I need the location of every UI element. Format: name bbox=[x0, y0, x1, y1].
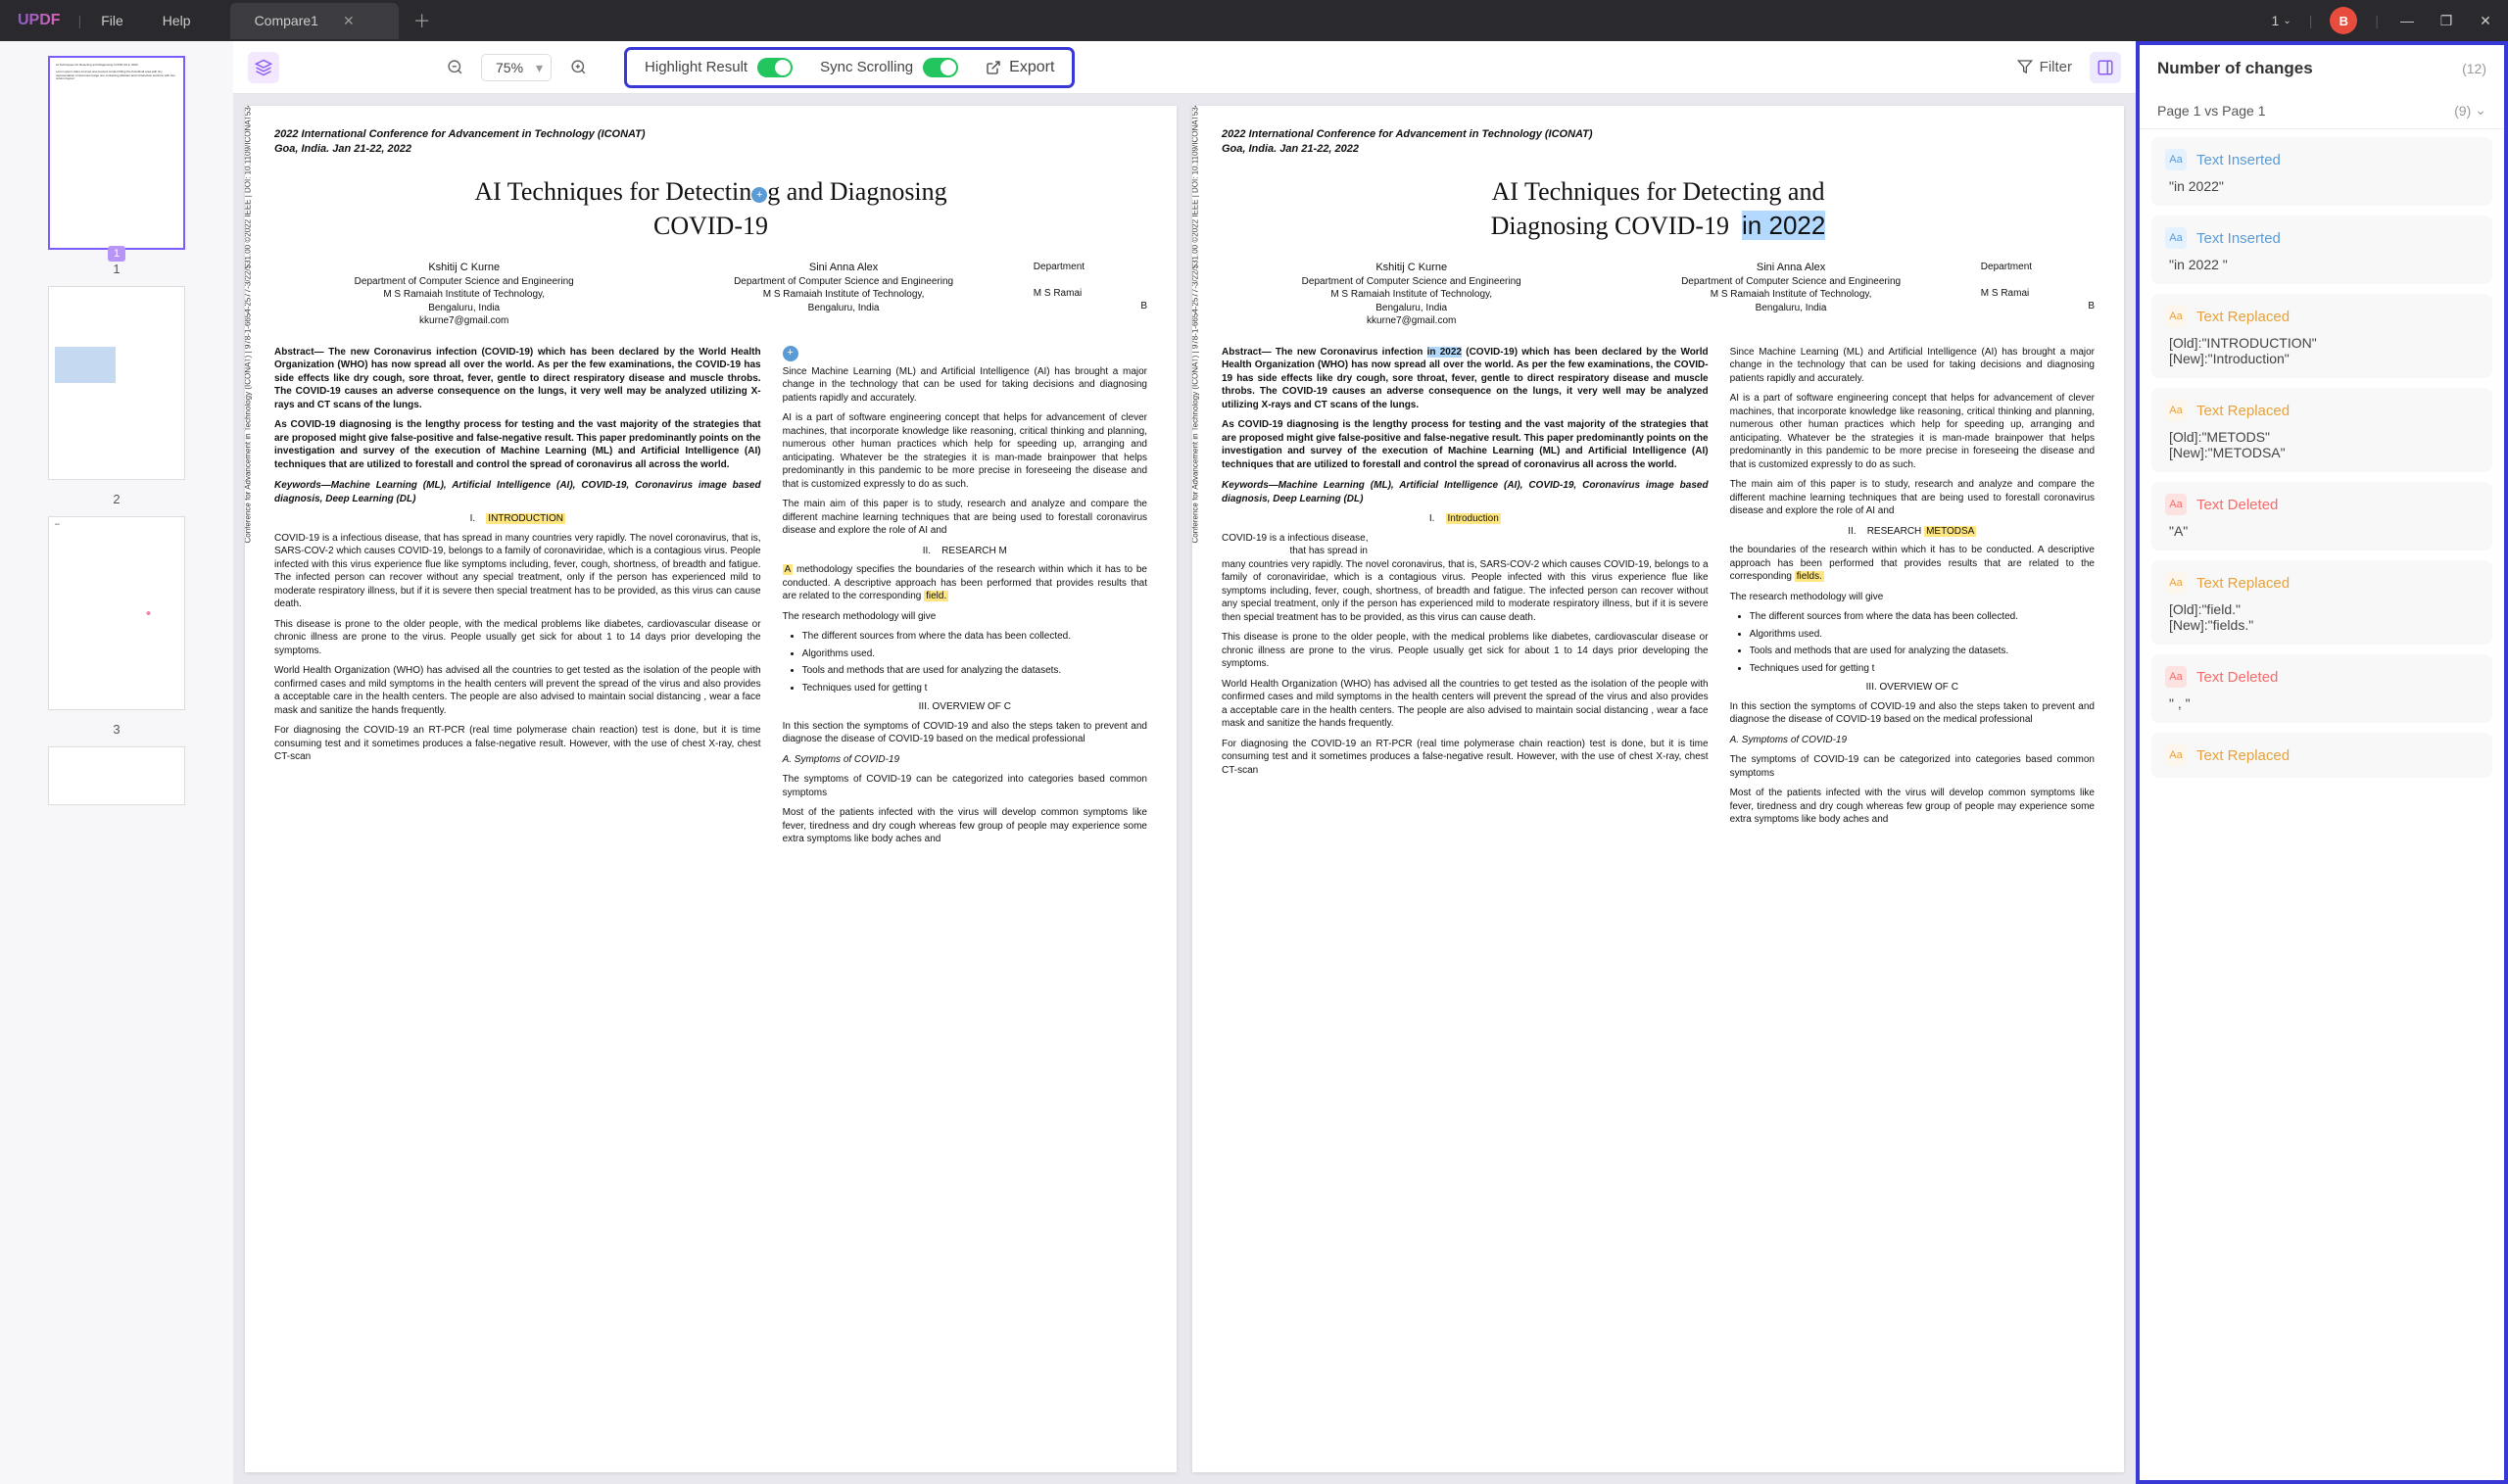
workspace: AI Techniques for Detecting and Diagnosi… bbox=[0, 41, 2508, 1484]
inserted-icon: Aa bbox=[2165, 227, 2187, 249]
toolbar: 75% Highlight Result Sync Scrolling Expo… bbox=[233, 41, 2136, 94]
zoom-in-icon[interactable] bbox=[563, 53, 593, 82]
tab-label: Compare1 bbox=[255, 13, 318, 28]
logo: UPDF bbox=[0, 12, 78, 29]
inserted-icon: Aa bbox=[2165, 149, 2187, 170]
maximize-icon[interactable]: ❐ bbox=[2436, 13, 2457, 29]
zoom-out-icon[interactable] bbox=[440, 53, 469, 82]
replaced-icon: Aa bbox=[2165, 400, 2187, 421]
conf-header: 2022 International Conference for Advanc… bbox=[274, 127, 1147, 157]
toolbar-right: Filter bbox=[2017, 52, 2121, 83]
authors: Kshitij C KurneDepartment of Computer Sc… bbox=[274, 261, 1147, 328]
doc-title: AI Techniques for Detecting andDiagnosin… bbox=[1222, 174, 2095, 243]
change-item[interactable]: AaText Replaced [Old]:"field."[New]:"fie… bbox=[2151, 560, 2492, 645]
thumbnail-4[interactable] bbox=[48, 746, 185, 805]
minimize-icon[interactable]: — bbox=[2396, 13, 2418, 28]
change-item[interactable]: AaText Inserted "in 2022 " bbox=[2151, 215, 2492, 284]
change-list[interactable]: AaText Inserted "in 2022" AaText Inserte… bbox=[2140, 129, 2504, 1480]
menu-help[interactable]: Help bbox=[143, 13, 211, 28]
replaced-icon: Aa bbox=[2165, 306, 2187, 327]
chevron-down-icon: ⌄ bbox=[2475, 102, 2486, 119]
highlight-box: Highlight Result Sync Scrolling Export bbox=[624, 47, 1075, 88]
thumbnails-panel: AI Techniques for Detecting and Diagnosi… bbox=[0, 41, 233, 1484]
replaced-icon: Aa bbox=[2165, 572, 2187, 594]
replaced-icon: Aa bbox=[2165, 744, 2187, 766]
thumb-num: 1 bbox=[113, 262, 120, 276]
tab-close-icon[interactable]: ✕ bbox=[343, 13, 355, 29]
change-item[interactable]: AaText Replaced [Old]:"METODS"[New]:"MET… bbox=[2151, 388, 2492, 472]
close-icon[interactable]: ✕ bbox=[2475, 13, 2496, 29]
titlebar-right: 1 ⌄ | B | — ❐ ✕ bbox=[2272, 7, 2508, 34]
changes-panel: Number of changes (12) Page 1 vs Page 1 … bbox=[2136, 41, 2508, 1484]
deleted-icon: Aa bbox=[2165, 666, 2187, 688]
change-item[interactable]: AaText Inserted "in 2022" bbox=[2151, 137, 2492, 206]
doc-left[interactable]: Conference for Advancement in Technology… bbox=[245, 106, 1177, 1472]
panel-toggle-icon[interactable] bbox=[2090, 52, 2121, 83]
change-item[interactable]: AaText Deleted " , " bbox=[2151, 654, 2492, 723]
change-item[interactable]: AaText Replaced [Old]:"INTRODUCTION"[New… bbox=[2151, 294, 2492, 378]
zoom-select[interactable]: 75% bbox=[481, 54, 552, 81]
change-item[interactable]: AaText Deleted "A" bbox=[2151, 482, 2492, 551]
thumb-badge: 1 bbox=[108, 246, 125, 262]
page-compare-row[interactable]: Page 1 vs Page 1 (9) ⌄ bbox=[2140, 92, 2504, 129]
page-indicator[interactable]: 1 ⌄ bbox=[2272, 13, 2291, 28]
avatar[interactable]: B bbox=[2330, 7, 2357, 34]
thumbnail-1[interactable]: AI Techniques for Detecting and Diagnosi… bbox=[48, 56, 185, 250]
highlight-result-toggle[interactable]: Highlight Result bbox=[645, 58, 793, 77]
menu-file[interactable]: File bbox=[81, 13, 143, 28]
thumb-num: 3 bbox=[113, 722, 120, 737]
tab-add-icon[interactable]: ＋ bbox=[413, 8, 431, 33]
doc-right[interactable]: Conference for Advancement in Technology… bbox=[1192, 106, 2124, 1472]
sync-scrolling-toggle[interactable]: Sync Scrolling bbox=[820, 58, 958, 77]
thumb-num: 2 bbox=[113, 492, 120, 506]
layers-icon[interactable] bbox=[248, 52, 279, 83]
side-citation: Conference for Advancement in Technology… bbox=[245, 106, 253, 543]
doc-title: AI Techniques for Detectin+g and Diagnos… bbox=[274, 174, 1147, 243]
export-button[interactable]: Export bbox=[986, 59, 1054, 76]
thumbnail-2[interactable] bbox=[48, 286, 185, 480]
titlebar-divider: | bbox=[2309, 13, 2313, 28]
documents-area: Conference for Advancement in Technology… bbox=[233, 94, 2136, 1484]
tab-compare[interactable]: Compare1 ✕ bbox=[230, 3, 399, 39]
toggle-on-icon[interactable] bbox=[923, 58, 958, 77]
authors: Kshitij C KurneDepartment of Computer Sc… bbox=[1222, 261, 2095, 328]
side-citation: Conference for Advancement in Technology… bbox=[1192, 106, 1200, 543]
titlebar: UPDF | File Help Compare1 ✕ ＋ 1 ⌄ | B | … bbox=[0, 0, 2508, 41]
changes-header: Number of changes (12) bbox=[2140, 45, 2504, 92]
change-item[interactable]: AaText Replaced bbox=[2151, 733, 2492, 778]
deleted-icon: Aa bbox=[2165, 494, 2187, 515]
titlebar-divider: | bbox=[2375, 13, 2379, 28]
filter-button[interactable]: Filter bbox=[2017, 59, 2072, 75]
thumbnail-3[interactable]: text bbox=[48, 516, 185, 710]
main-area: 75% Highlight Result Sync Scrolling Expo… bbox=[233, 41, 2136, 1484]
toggle-on-icon[interactable] bbox=[757, 58, 793, 77]
conf-header: 2022 International Conference for Advanc… bbox=[1222, 127, 2095, 157]
